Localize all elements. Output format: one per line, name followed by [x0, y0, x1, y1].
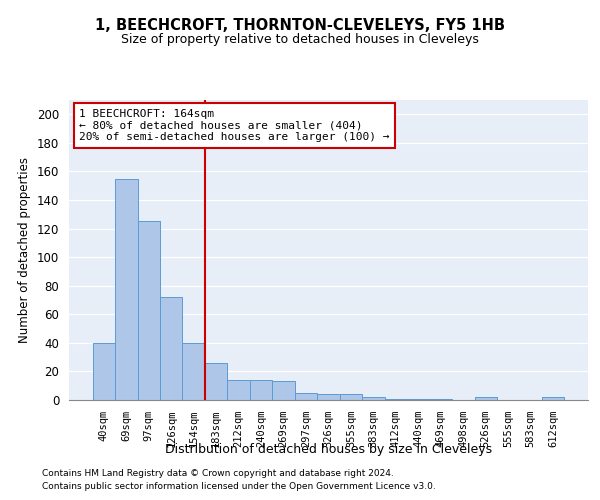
Y-axis label: Number of detached properties: Number of detached properties — [19, 157, 31, 343]
Bar — [205, 363, 227, 400]
Bar — [227, 380, 250, 400]
Bar — [137, 222, 160, 400]
Bar — [272, 382, 295, 400]
Bar — [407, 398, 430, 400]
Bar — [542, 397, 565, 400]
Bar — [340, 394, 362, 400]
Bar — [295, 393, 317, 400]
Bar — [250, 380, 272, 400]
Bar — [362, 397, 385, 400]
Bar — [430, 398, 452, 400]
Text: 1, BEECHCROFT, THORNTON-CLEVELEYS, FY5 1HB: 1, BEECHCROFT, THORNTON-CLEVELEYS, FY5 1… — [95, 18, 505, 32]
Bar — [160, 297, 182, 400]
Bar — [317, 394, 340, 400]
Bar — [92, 343, 115, 400]
Text: Contains HM Land Registry data © Crown copyright and database right 2024.: Contains HM Land Registry data © Crown c… — [42, 469, 394, 478]
Text: Size of property relative to detached houses in Cleveleys: Size of property relative to detached ho… — [121, 32, 479, 46]
Bar — [115, 178, 137, 400]
Text: 1 BEECHCROFT: 164sqm
← 80% of detached houses are smaller (404)
20% of semi-deta: 1 BEECHCROFT: 164sqm ← 80% of detached h… — [79, 109, 390, 142]
Bar — [475, 397, 497, 400]
Bar — [182, 343, 205, 400]
Bar — [385, 398, 407, 400]
Text: Contains public sector information licensed under the Open Government Licence v3: Contains public sector information licen… — [42, 482, 436, 491]
Text: Distribution of detached houses by size in Cleveleys: Distribution of detached houses by size … — [165, 442, 493, 456]
